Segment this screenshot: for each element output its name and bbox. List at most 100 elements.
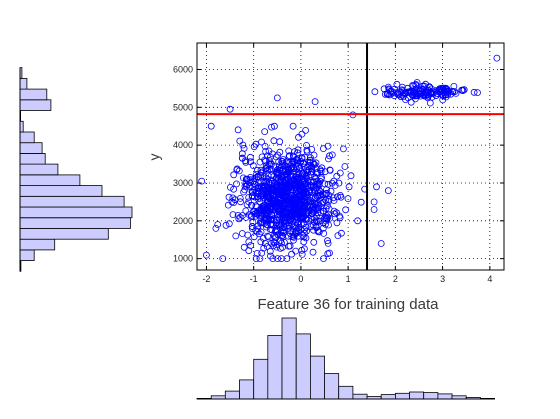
scatter-point: [285, 153, 293, 161]
scatter-point: [291, 148, 299, 156]
scatter-point: [270, 232, 278, 239]
scatter-point: [234, 126, 242, 134]
scatter-point: [262, 147, 270, 155]
y-histogram-bar: [19, 238, 56, 251]
scatter-point: [452, 90, 460, 97]
scatter-point: [305, 209, 313, 217]
scatter-point: [306, 158, 313, 166]
scatter-point: [246, 176, 254, 184]
scatter-point: [324, 211, 332, 219]
scatter-point: [272, 188, 280, 196]
scatter-point: [313, 177, 321, 185]
scatter-point: [294, 146, 302, 154]
scatter-point: [294, 174, 302, 182]
x-histogram-bar: [338, 385, 354, 400]
scatter-point: [347, 172, 355, 180]
scatter-point: [280, 172, 288, 180]
scatter-point: [318, 174, 326, 181]
scatter-point: [275, 199, 283, 207]
scatter-point: [336, 214, 344, 222]
scatter-point: [240, 188, 248, 196]
scatter-point: [252, 171, 260, 178]
scatter-point: [384, 90, 392, 97]
scatter-point: [245, 238, 253, 246]
scatter-point: [317, 209, 325, 217]
scatter-point: [255, 230, 263, 238]
scatter-point: [235, 215, 243, 223]
scatter-point: [260, 244, 268, 252]
scatter-point: [198, 177, 206, 185]
x-histogram-bar: [281, 317, 297, 400]
scatter-point: [293, 156, 301, 164]
scatter-point: [460, 86, 468, 94]
y-tick-label: 2000: [173, 216, 193, 226]
plot-frame: [196, 42, 505, 271]
scatter-point: [444, 88, 452, 95]
scatter-point: [264, 232, 271, 240]
scatter-point: [250, 180, 258, 188]
scatter-point: [298, 250, 306, 258]
scatter-point: [214, 221, 222, 228]
scatter-point: [258, 168, 266, 176]
scatter-point: [250, 233, 258, 241]
scatter-point: [310, 238, 318, 246]
scatter-point: [257, 238, 265, 246]
scatter-point: [371, 88, 379, 96]
scatter-point: [253, 249, 261, 257]
scatter-point: [253, 208, 261, 216]
scatter-point: [293, 196, 301, 204]
scatter-point: [273, 226, 281, 234]
scatter-point: [276, 244, 284, 252]
scatter-point: [308, 210, 316, 218]
scatter-point: [273, 94, 281, 102]
scatter-point: [255, 209, 263, 217]
y-histogram-bar: [19, 142, 43, 154]
scatter-point: [324, 180, 332, 188]
scatter-point: [319, 145, 327, 153]
scatter-point: [324, 239, 332, 247]
scatter-point: [267, 160, 275, 168]
scatter-point: [345, 183, 353, 191]
scatter-point: [273, 199, 280, 207]
x-histogram-bar: [423, 392, 439, 400]
scatter-point: [333, 172, 341, 180]
scatter-point: [255, 211, 263, 219]
scatter-point: [270, 122, 278, 130]
scatter-point: [295, 224, 303, 232]
scatter-point: [267, 159, 275, 167]
scatter-point: [411, 95, 419, 103]
scatter-point: [236, 137, 244, 145]
x-tick-label: -1: [250, 274, 258, 284]
scatter-point: [397, 93, 405, 101]
x-histogram-bar: [253, 358, 269, 400]
scatter-point: [283, 215, 291, 223]
scatter-point: [257, 228, 265, 236]
scatter-point: [259, 207, 267, 215]
y-histogram-bar: [19, 163, 59, 176]
scatter-point: [276, 138, 284, 146]
scatter-point: [407, 98, 415, 106]
scatter-point: [262, 174, 270, 182]
scatter-point: [297, 158, 305, 165]
scatter-point: [284, 164, 292, 171]
scatter-point: [276, 210, 284, 218]
scatter-point: [266, 247, 274, 255]
scatter-point: [249, 183, 256, 191]
scatter-point: [316, 166, 324, 174]
scatter-point: [256, 158, 264, 166]
scatter-point: [295, 220, 303, 228]
scatter-point: [325, 191, 333, 199]
scatter-point: [285, 166, 293, 174]
scatter-point: [344, 195, 352, 203]
scatter-point: [313, 184, 321, 191]
scatter-point: [246, 153, 254, 161]
scatter-point: [289, 195, 297, 203]
scatter-point: [256, 255, 264, 263]
scatter-point: [306, 154, 314, 162]
scatter-point: [294, 149, 301, 157]
scatter-point: [249, 218, 257, 226]
scatter-point: [326, 166, 334, 174]
scatter-point: [254, 193, 262, 200]
x-tick-label: 1: [346, 274, 351, 284]
scatter-point: [330, 207, 338, 215]
